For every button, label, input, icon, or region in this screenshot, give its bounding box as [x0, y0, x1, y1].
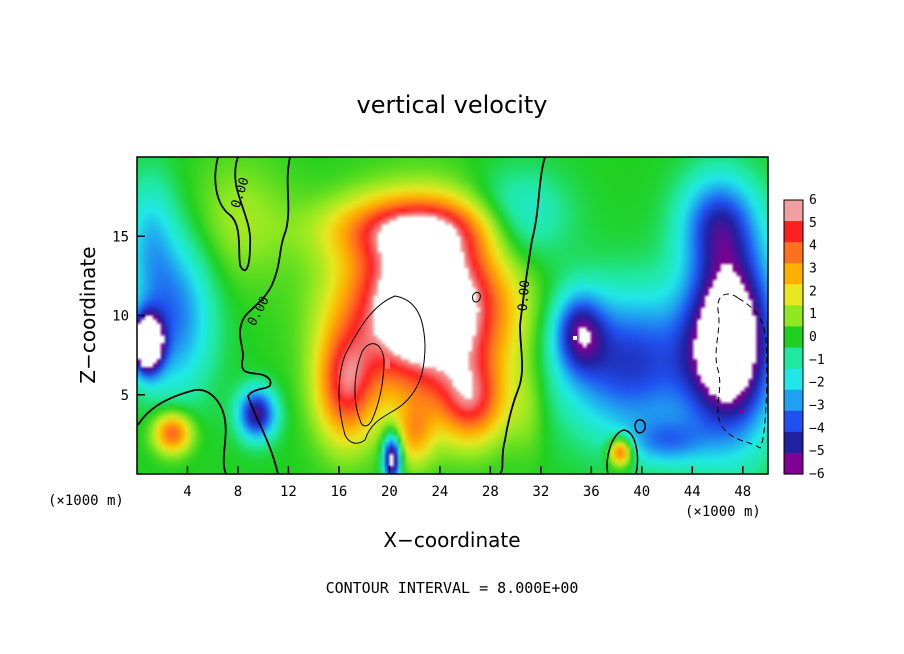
x-tick-label: 28 — [482, 484, 499, 500]
colorbar-swatch — [784, 242, 803, 264]
contour-interval-note: CONTOUR INTERVAL = 8.000E+00 — [326, 579, 579, 597]
y-axis-ticks: 5 10 15 — [112, 229, 145, 404]
colorbar-tick-label: 2 — [809, 284, 817, 299]
plot-area — [137, 157, 768, 474]
y-axis-label: Z−coordinate — [76, 246, 100, 383]
velocity-hotspot-2 — [573, 336, 577, 340]
negative-contour-line — [715, 293, 768, 449]
zero-contour-line — [239, 157, 291, 474]
colorbar-tick-label: −6 — [809, 467, 825, 482]
colorbar-swatch — [784, 305, 803, 328]
x-tick-label: 8 — [234, 484, 242, 500]
x-axis-ticks: 4 8 12 16 20 24 28 32 36 40 44 48 — [183, 466, 751, 500]
zero-contour-line — [214, 157, 252, 272]
x-unit-label-right: (×1000 m) — [685, 504, 761, 520]
colorbar-frame — [783, 199, 804, 475]
colorbar-tick-label: −2 — [809, 376, 825, 391]
colorbar-swatch — [784, 368, 803, 391]
x-tick-label: 20 — [381, 484, 398, 500]
velocity-field — [137, 157, 768, 474]
colorbar-swatch — [784, 389, 803, 412]
colorbar-swatch — [784, 410, 803, 433]
zero-contour-line — [499, 157, 546, 474]
x-tick-label: 36 — [583, 484, 600, 500]
colorbar-tick-label: −1 — [809, 353, 825, 368]
velocity-hotspot-3 — [740, 410, 743, 413]
colorbar-tick-label: 6 — [809, 193, 817, 208]
x-tick-label: 4 — [183, 484, 191, 500]
colorbar-swatch — [784, 347, 803, 370]
colorbar-tick-label: 3 — [809, 262, 817, 277]
y-tick-label: 5 — [121, 388, 129, 404]
x-tick-label: 12 — [280, 484, 297, 500]
zero-contour-line — [634, 419, 647, 434]
velocity-hotspot-1 — [385, 357, 390, 369]
colorbar-swatch — [784, 431, 803, 454]
x-tick-label: 32 — [532, 484, 549, 500]
x-tick-label: 24 — [431, 484, 448, 500]
colorbar-tick-label: 4 — [809, 239, 817, 254]
colorbar-swatch — [784, 263, 803, 285]
positive-contour-line — [338, 295, 426, 444]
colorbar: 6 5 4 3 2 1 0 −1 −2 −3 −4 −5 −6 — [783, 193, 825, 482]
x-tick-label: 44 — [684, 484, 701, 500]
x-unit-label-left: (×1000 m) — [48, 493, 124, 509]
colorbar-tick-label: 1 — [809, 307, 817, 322]
colorbar-swatch — [784, 200, 803, 222]
positive-contour-line — [354, 343, 385, 427]
positive-contour-line — [472, 291, 481, 303]
colorbar-tick-label: −3 — [809, 399, 825, 414]
x-tick-label: 16 — [330, 484, 347, 500]
colorbar-tick-label: −4 — [809, 421, 825, 436]
x-tick-label: 48 — [734, 484, 751, 500]
colorbar-swatch — [784, 221, 803, 243]
colorbar-swatch — [784, 452, 803, 475]
zero-contour-line — [606, 429, 639, 474]
zero-contour-line — [137, 389, 227, 474]
colorbar-tick-label: 5 — [809, 216, 817, 231]
x-axis-label: X−coordinate — [383, 528, 520, 552]
colorbar-tick-label: 0 — [809, 330, 817, 345]
chart-title: vertical velocity — [357, 91, 548, 119]
contour-label: 0.00 — [516, 279, 534, 312]
colorbar-tick-label: −5 — [809, 444, 825, 459]
x-tick-label: 40 — [633, 484, 650, 500]
y-tick-label: 10 — [112, 309, 129, 325]
colorbar-swatch — [784, 284, 803, 306]
colorbar-swatch — [784, 326, 803, 349]
y-tick-label: 15 — [112, 229, 129, 245]
